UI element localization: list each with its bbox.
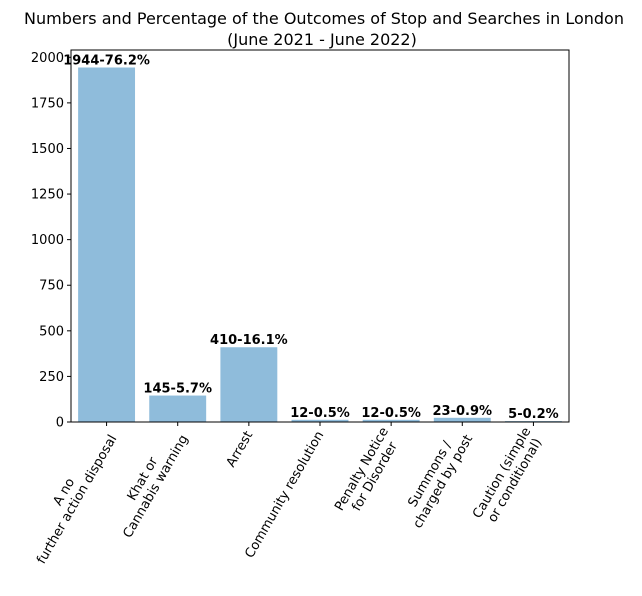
- y-tick-label: 250: [39, 370, 64, 385]
- x-tick-label: Community resolution: [242, 429, 327, 561]
- bar-data-label: 5-0.2%: [508, 407, 559, 422]
- bar-data-label: 145-5.7%: [143, 382, 212, 397]
- bar-data-label: 12-0.5%: [290, 406, 350, 421]
- y-tick-label: 2000: [31, 51, 64, 66]
- x-tick-label: Arrest: [224, 429, 256, 470]
- y-tick-label: 1750: [31, 96, 64, 111]
- y-tick-label: 750: [39, 279, 64, 294]
- bar: [291, 419, 349, 422]
- bar: [149, 395, 207, 422]
- plot-frame: [70, 49, 570, 423]
- x-tick-label: Khat orCannabis warning: [107, 425, 191, 541]
- x-tick-label: A nofurther action disposal: [21, 425, 120, 567]
- y-tick-label: 1250: [31, 188, 64, 203]
- bar: [433, 417, 491, 422]
- y-tick-label: 1500: [31, 142, 64, 157]
- chart-title: Numbers and Percentage of the Outcomes o…: [24, 9, 624, 28]
- bar-data-label: 410-16.1%: [210, 333, 288, 348]
- bar: [220, 347, 278, 422]
- bar: [362, 419, 420, 422]
- x-tick-label: Caution (simpleor conditional): [470, 425, 547, 529]
- x-tick-label: Penalty Noticefor Disorder: [332, 425, 405, 521]
- x-tick-label: Summons /charged by post: [398, 425, 477, 531]
- bar-data-label: 1944-76.2%: [63, 54, 150, 69]
- chart-subtitle: (June 2021 - June 2022): [227, 30, 417, 49]
- y-tick-label: 0: [56, 416, 64, 431]
- bar-data-label: 12-0.5%: [361, 406, 421, 421]
- y-tick-label: 500: [39, 324, 64, 339]
- y-tick-label: 1000: [31, 233, 64, 248]
- bar-data-label: 23-0.9%: [433, 404, 493, 419]
- bar: [78, 67, 136, 422]
